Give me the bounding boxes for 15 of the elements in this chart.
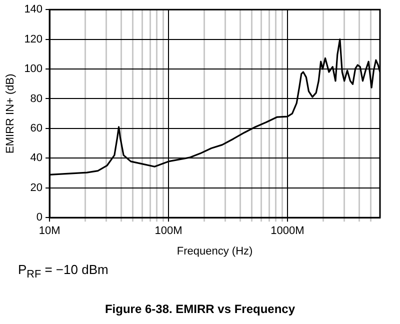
y-tick-label: 140 [24, 4, 43, 16]
y-tick-label: 40 [30, 152, 43, 164]
y-tick-label: 80 [30, 92, 43, 105]
y-tick-label: 100 [24, 63, 43, 76]
y-tick-label: 0 [36, 212, 43, 224]
x-tick-label: 100M [154, 225, 182, 238]
text: Figure 6-38. EMIRR vs Frequency [104, 302, 296, 316]
y-tick-label: 60 [30, 122, 43, 134]
y-tick-label: 120 [24, 33, 43, 46]
y-tick-label: 20 [30, 182, 43, 194]
x-tick-label: 10M [38, 225, 60, 238]
y-axis-title: EMIRR IN+ (dB) [4, 74, 17, 154]
x-axis-title: Frequency (Hz) [176, 245, 253, 258]
text: P$_{RF}$ = −10 dBm [18, 262, 108, 281]
x-tick-label: 1000M [270, 225, 304, 238]
